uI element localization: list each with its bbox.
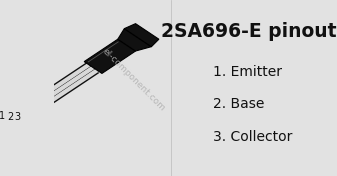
Polygon shape bbox=[124, 24, 159, 47]
Text: el-component.com: el-component.com bbox=[101, 46, 167, 113]
Polygon shape bbox=[118, 29, 151, 51]
Text: 3. Collector: 3. Collector bbox=[213, 130, 292, 144]
Polygon shape bbox=[84, 39, 135, 73]
Text: 3: 3 bbox=[14, 112, 21, 122]
Text: 2. Base: 2. Base bbox=[213, 97, 264, 111]
Text: 1: 1 bbox=[0, 111, 5, 121]
Text: 2SA696-E pinout: 2SA696-E pinout bbox=[161, 22, 336, 41]
Text: 1. Emitter: 1. Emitter bbox=[213, 65, 282, 79]
Text: 2: 2 bbox=[7, 112, 13, 122]
